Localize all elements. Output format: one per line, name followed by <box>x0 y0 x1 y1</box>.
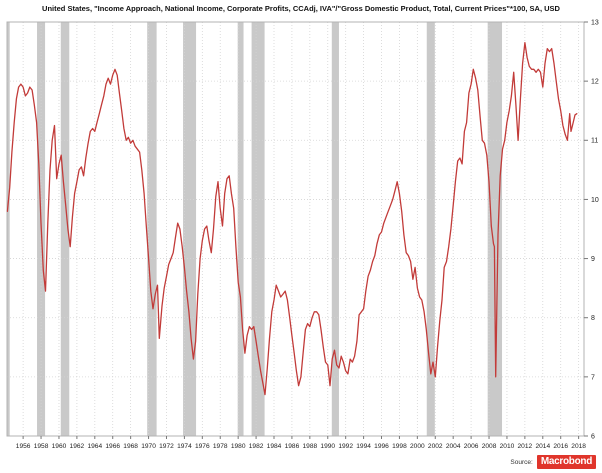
x-tick-label: 2016 <box>553 443 568 450</box>
x-tick-label: 2004 <box>446 443 461 450</box>
recession-band <box>237 22 244 436</box>
x-tick-label: 1996 <box>374 443 389 450</box>
x-tick-label: 1988 <box>302 443 317 450</box>
recession-band <box>147 22 157 436</box>
x-tick-label: 2008 <box>482 443 497 450</box>
x-tick-label: 1970 <box>141 443 156 450</box>
chart-title: United States, "Income Approach, Nationa… <box>42 4 560 13</box>
x-tick-label: 1962 <box>70 443 85 450</box>
x-tick-label: 1984 <box>267 443 282 450</box>
recession-bands <box>7 22 503 436</box>
source-row: Source: Macrobond <box>510 455 596 469</box>
y-tick-label: 10 <box>591 197 599 204</box>
x-tick-label: 1972 <box>159 443 174 450</box>
recession-band <box>487 22 503 436</box>
x-tick-label: 1976 <box>195 443 210 450</box>
x-tick-label: 1986 <box>285 443 300 450</box>
y-tick-label: 9 <box>591 256 595 263</box>
recession-band <box>426 22 435 436</box>
gridlines <box>7 21 584 437</box>
source-label: Source: <box>510 458 533 466</box>
y-axis-labels: 6 7 8 9 10 11 12 13 <box>584 19 599 440</box>
y-tick-label: 7 <box>591 374 595 381</box>
macrobond-logo: Macrobond <box>536 455 596 469</box>
x-tick-label: 1958 <box>34 443 49 450</box>
x-tick-label: 1982 <box>249 443 264 450</box>
x-tick-label: 2000 <box>410 443 425 450</box>
x-tick-label: 1964 <box>87 443 102 450</box>
x-tick-label: 1966 <box>105 443 120 450</box>
x-tick-label: 2006 <box>464 443 479 450</box>
profit-share-line <box>6 42 578 396</box>
x-tick-label: 1994 <box>356 443 371 450</box>
x-axis-labels: 1956 1958 1960 1962 1964 1966 1968 1970 1972 1974… <box>16 436 586 450</box>
recession-band <box>183 22 197 436</box>
x-tick-label: 2002 <box>428 443 443 450</box>
x-tick-label: 2010 <box>500 443 515 450</box>
x-tick-label: 1990 <box>320 443 335 450</box>
x-tick-label: 1974 <box>177 443 192 450</box>
x-tick-label: 1992 <box>338 443 353 450</box>
y-tick-label: 6 <box>591 433 595 440</box>
x-tick-label: 1998 <box>392 443 407 450</box>
recession-band <box>251 22 265 436</box>
x-tick-label: 2018 <box>571 443 586 450</box>
x-tick-label: 1968 <box>123 443 138 450</box>
plot-frame <box>6 21 585 437</box>
x-tick-label: 1978 <box>213 443 228 450</box>
x-tick-label: 1960 <box>52 443 67 450</box>
recession-band <box>60 22 70 436</box>
recession-band <box>331 22 339 436</box>
x-tick-label: 1956 <box>16 443 31 450</box>
y-tick-label: 11 <box>591 138 598 145</box>
y-tick-label: 12 <box>591 79 599 86</box>
x-tick-label: 2012 <box>518 443 533 450</box>
x-tick-label: 2014 <box>535 443 550 450</box>
y-tick-label: 8 <box>591 315 595 322</box>
recession-band <box>7 22 10 436</box>
x-tick-label: 1980 <box>231 443 246 450</box>
y-tick-label: 13 <box>591 19 599 26</box>
